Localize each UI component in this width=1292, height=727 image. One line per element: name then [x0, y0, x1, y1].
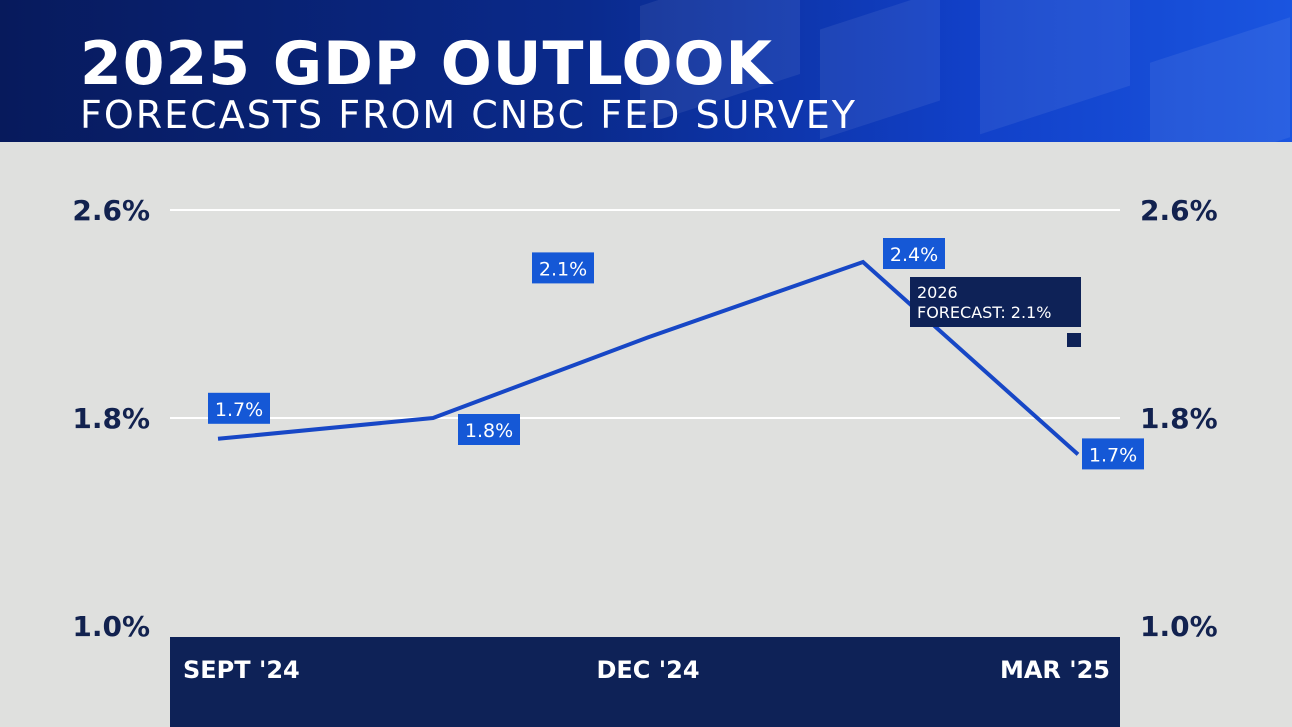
data-label: 1.7% [1082, 438, 1144, 470]
gridlines [170, 209, 1120, 419]
x-axis-band [170, 637, 1120, 727]
y-axis-ticks: 2.6% 2.6% 1.8% 1.8% 1.0% 1.0% [72, 194, 1217, 643]
x-axis-ticks: SEPT '24 DEC '24 MAR '25 [183, 656, 1110, 684]
data-label-text: 1.8% [465, 420, 513, 442]
chart-subtitle: FORECASTS FROM CNBC FED SURVEY [80, 93, 857, 137]
forecast-note-text: FORECAST: 2.1% [917, 303, 1051, 322]
data-label: 2.1% [532, 252, 594, 284]
x-tick-label: DEC '24 [596, 656, 699, 684]
data-label-box [1082, 438, 1144, 470]
y-tick-label-right: 1.0% [1140, 610, 1218, 643]
data-label: 2.4% [883, 238, 945, 269]
data-label-box [532, 252, 594, 284]
data-label-text: 2.1% [539, 258, 587, 280]
chart-title: 2025 GDP OUTLOOK [80, 29, 774, 99]
x-tick-label: MAR '25 [1000, 656, 1110, 684]
forecast-note-text: 2026 [917, 283, 958, 302]
y-tick-label-left: 2.6% [72, 194, 150, 227]
y-tick-label-left: 1.8% [72, 402, 150, 435]
data-label: 1.7% [208, 392, 270, 424]
forecast-marker [1067, 333, 1081, 347]
y-tick-label-right: 2.6% [1140, 194, 1218, 227]
y-tick-label-right: 1.8% [1140, 402, 1218, 435]
data-label-box [208, 392, 270, 424]
data-label-text: 1.7% [215, 399, 263, 421]
forecast-note-box [910, 277, 1081, 327]
y-tick-label-left: 1.0% [72, 610, 150, 643]
data-label-box [883, 238, 945, 269]
data-label-box [458, 414, 520, 445]
data-label-text: 1.7% [1089, 444, 1137, 466]
header-banner: 2025 GDP OUTLOOK FORECASTS FROM CNBC FED… [0, 0, 1292, 142]
data-label-text: 2.4% [890, 244, 938, 266]
x-tick-label: SEPT '24 [183, 656, 300, 684]
data-label: 1.8% [458, 414, 520, 445]
data-labels: 1.7% 1.8% 2.1% 2.4% 1.7% [208, 238, 1144, 470]
